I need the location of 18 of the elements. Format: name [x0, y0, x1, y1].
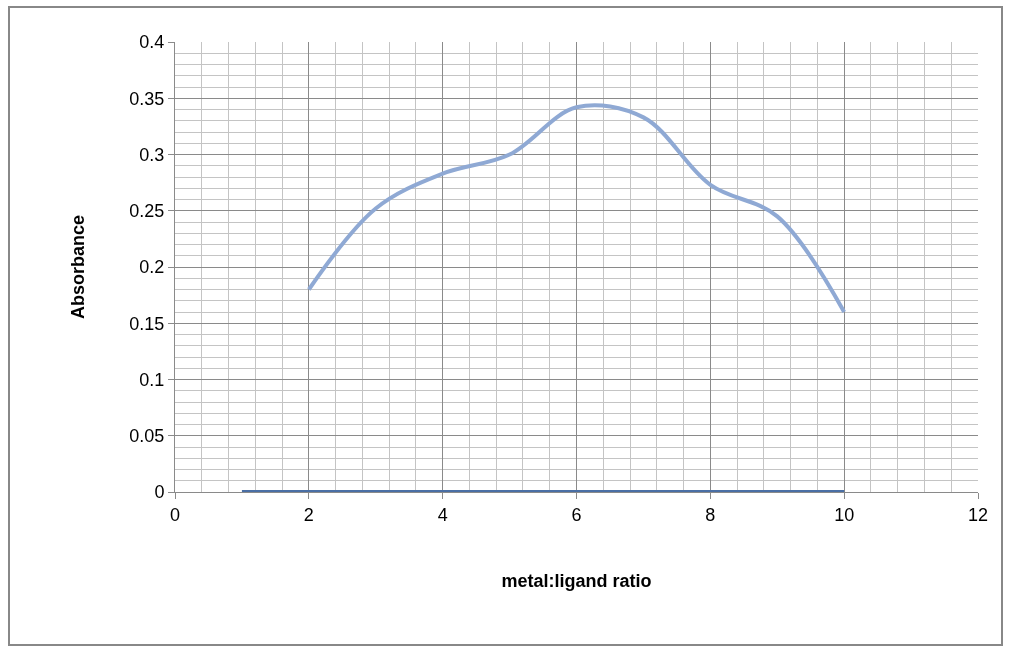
y-tick-label: 0.15: [129, 313, 165, 334]
y-tick-label: 0.05: [129, 426, 165, 447]
y-tick-label: 0.3: [139, 144, 165, 165]
x-tick-label: 12: [967, 504, 989, 525]
x-tick-label: 10: [834, 504, 855, 525]
x-tick-label: 0: [169, 504, 181, 525]
x-tick-label: 6: [571, 504, 582, 525]
y-tick-label: 0: [154, 482, 165, 503]
y-tick-label: 0.25: [129, 201, 165, 222]
y-axis-title: Absorbance: [67, 214, 88, 320]
y-tick-label: 0.35: [129, 88, 165, 109]
x-axis-title: metal:ligand ratio: [501, 570, 652, 591]
x-tick-label: 8: [705, 504, 716, 525]
x-tick-label: 4: [437, 504, 448, 525]
y-tick-label: 0.2: [139, 257, 165, 278]
x-tick-label: 2: [303, 504, 314, 525]
y-tick-label: 0.1: [139, 369, 165, 390]
y-tick-label: 0.4: [139, 32, 165, 53]
